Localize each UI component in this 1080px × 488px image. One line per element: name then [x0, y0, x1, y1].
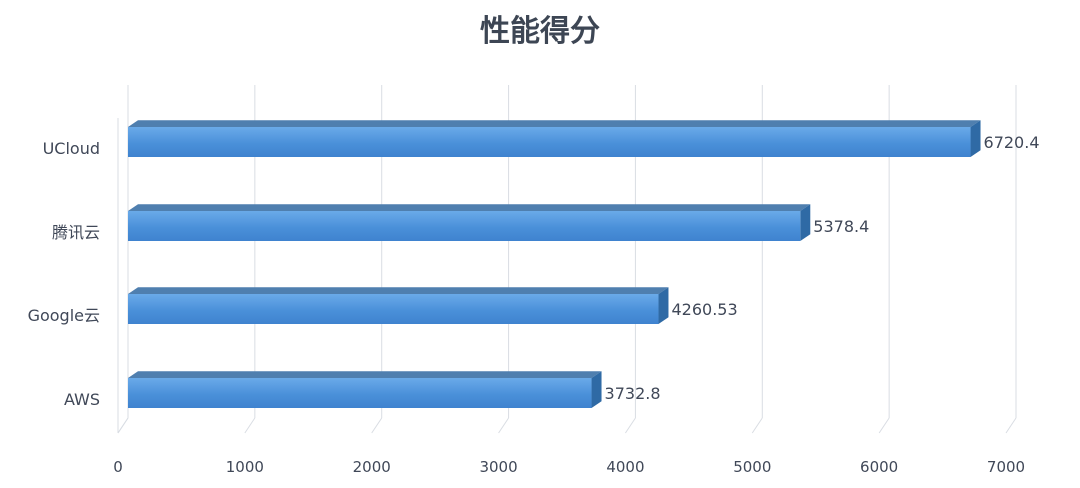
gridline-floor — [371, 417, 383, 434]
bar[interactable] — [128, 294, 659, 324]
x-tick-label: 7000 — [987, 458, 1025, 476]
bar-top-face — [128, 120, 981, 127]
bar[interactable] — [128, 378, 592, 408]
data-label: 5378.4 — [813, 217, 869, 236]
bar[interactable] — [128, 127, 971, 157]
gridline-floor — [878, 417, 890, 434]
gridline-floor — [1005, 417, 1017, 434]
gridline-floor — [625, 417, 636, 434]
x-tick-label: 0 — [113, 458, 123, 476]
bar[interactable] — [128, 211, 801, 241]
gridline-floor — [244, 417, 256, 434]
bar-side-face — [658, 287, 669, 324]
x-tick-label: 6000 — [860, 458, 898, 476]
data-label: 4260.53 — [671, 300, 737, 319]
gridline-floor — [751, 417, 763, 434]
data-label: 6720.4 — [984, 133, 1040, 152]
x-tick-label: 4000 — [606, 458, 644, 476]
gridline-floor — [498, 417, 509, 434]
category-label: Google云 — [28, 306, 100, 325]
bar-top-face — [128, 371, 602, 378]
bar-side-face — [970, 120, 981, 157]
category-label: UCloud — [43, 139, 100, 158]
bar-top-face — [128, 287, 669, 294]
x-tick-label: 3000 — [479, 458, 517, 476]
bar-side-face — [591, 371, 602, 408]
x-tick-label: 5000 — [733, 458, 771, 476]
bar-top-face — [128, 204, 811, 211]
category-label: 腾讯云 — [52, 223, 100, 242]
category-label: AWS — [64, 390, 100, 409]
gridline-floor — [117, 417, 129, 434]
chart-title: 性能得分 — [480, 14, 600, 49]
x-tick-label: 2000 — [353, 458, 391, 476]
x-tick-label: 1000 — [226, 458, 264, 476]
data-label: 3732.8 — [605, 384, 661, 403]
bar-side-face — [800, 204, 811, 241]
